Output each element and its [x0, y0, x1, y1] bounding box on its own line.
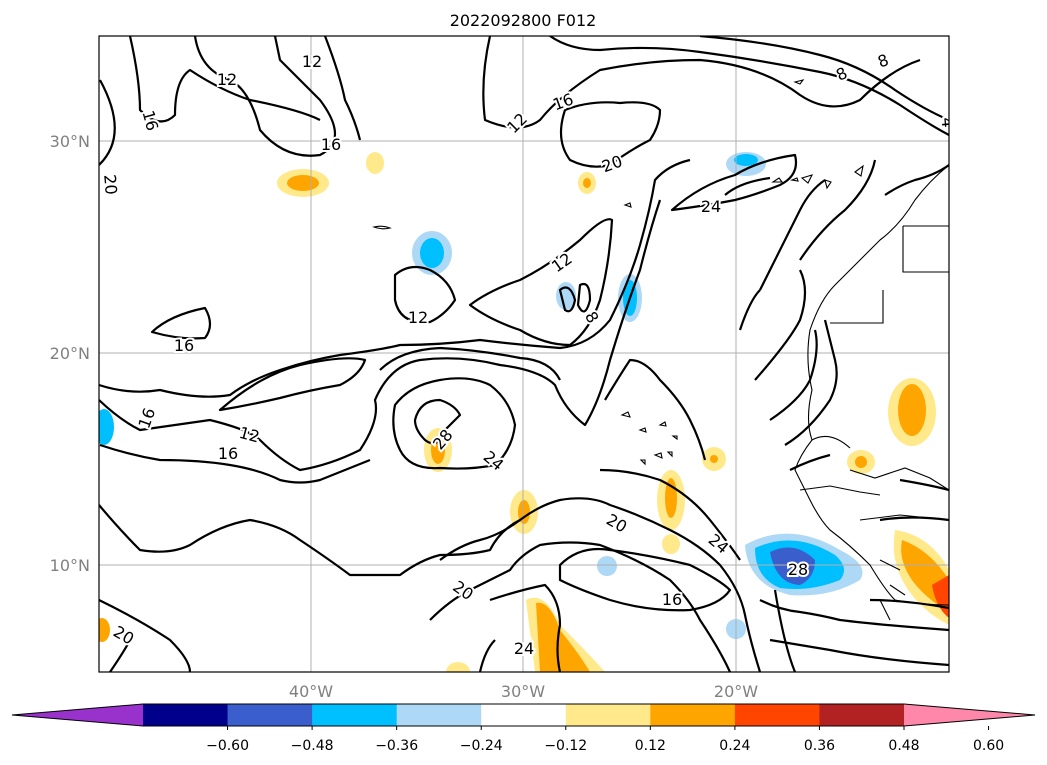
- colorbar-extend-high: [904, 704, 1035, 726]
- colorbar-tick-label: −0.48: [291, 738, 334, 754]
- lat-label-20n: 20°N: [50, 344, 90, 363]
- colorbar-swatch: [227, 704, 313, 726]
- longitude-labels: 40°W 30°W 20°W: [289, 682, 758, 701]
- colorbar-tick-label: −0.60: [206, 738, 249, 754]
- colorbar-swatch: [396, 704, 482, 726]
- colorbar-tick-label: 0.48: [888, 738, 919, 754]
- contour-label: 20: [100, 174, 121, 196]
- colorbar-swatch: [819, 704, 905, 726]
- contour-label: 16: [218, 444, 238, 463]
- contour-label: 24: [514, 639, 534, 658]
- contour-label: 16: [174, 336, 194, 355]
- colorbar-swatch: [143, 704, 229, 726]
- map-frame: [98, 35, 950, 673]
- map-panel: 12 12 16 16 12 16 20 24 8 8 12 16 8 12 1…: [99, 36, 958, 672]
- colorbar-swatch: [650, 704, 736, 726]
- map-title: 2022092800 F012: [450, 11, 597, 30]
- latitude-labels: 30°N 20°N 10°N: [50, 132, 90, 575]
- contour-label: 28: [788, 560, 808, 579]
- colorbar-tick-label: 0.12: [635, 738, 666, 754]
- gridlines: [99, 36, 949, 672]
- lon-label-30w: 30°W: [501, 682, 545, 701]
- contour-label: 16: [662, 590, 682, 609]
- contour-label: 12: [302, 52, 322, 71]
- contour-label: 12: [408, 308, 428, 327]
- colorbar-swatch: [565, 704, 651, 726]
- contour-label: 24: [701, 197, 721, 216]
- lat-label-30n: 30°N: [50, 132, 90, 151]
- coastlines: [372, 79, 949, 621]
- lat-label-10n: 10°N: [50, 556, 90, 575]
- colorbar-tick-label: −0.24: [460, 738, 503, 754]
- colorbar-tick-label: −0.12: [544, 738, 587, 754]
- colorbar-extend-low: [12, 704, 143, 726]
- colorbar-outline: [11, 703, 1036, 727]
- contour-label: 16: [321, 135, 341, 154]
- colorbar-tick-label: 0.24: [719, 738, 750, 754]
- colorbar-swatch: [312, 704, 398, 726]
- lon-label-20w: 20°W: [714, 682, 758, 701]
- colorbar-swatch: [734, 704, 820, 726]
- colorbar-swatch: [481, 704, 567, 726]
- colorbar-tick-label: 0.36: [804, 738, 835, 754]
- contour-label: 4: [938, 117, 958, 129]
- colorbar: −0.60 −0.48 −0.36 −0.24 −0.12 0.12 0.24 0.36 0.4…: [11, 703, 1036, 754]
- lon-label-40w: 40°W: [289, 682, 333, 701]
- height-contours: [99, 36, 949, 672]
- contour-label: 12: [217, 70, 237, 89]
- colorbar-tick-label: 0.60: [973, 738, 1004, 754]
- colorbar-tick-label: −0.36: [375, 738, 418, 754]
